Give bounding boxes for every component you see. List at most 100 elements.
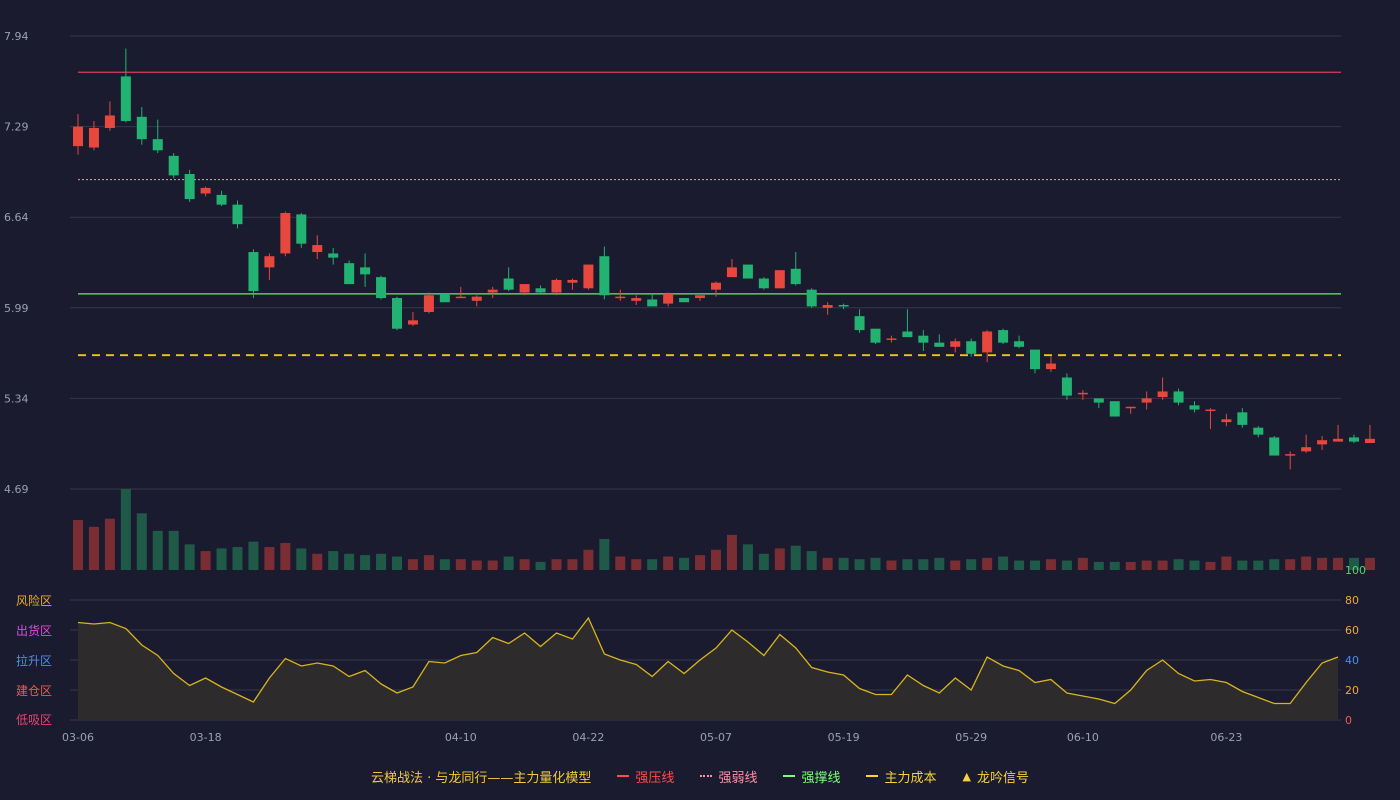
candle-body: [870, 328, 881, 343]
candle-body: [695, 295, 706, 299]
candle-body: [1093, 398, 1104, 403]
volume-bar: [376, 553, 387, 570]
date-tick-label: 06-23: [1210, 731, 1242, 744]
volume-bar: [1205, 561, 1216, 570]
legend-label: 强弱线: [718, 770, 758, 786]
candle-body: [1189, 405, 1200, 410]
candle: [216, 190, 227, 207]
candle-body: [1237, 412, 1248, 425]
price-tick-label: 5.34: [4, 392, 29, 405]
candle-body: [104, 115, 115, 128]
candle-body: [679, 298, 690, 303]
candle-body: [152, 139, 163, 151]
candle-body: [631, 298, 642, 301]
candle-body: [120, 76, 131, 122]
candle-body: [615, 296, 626, 299]
volume-bar: [487, 560, 498, 570]
candle-body: [854, 316, 865, 331]
volume-bar: [1333, 557, 1344, 570]
volume-bar: [631, 559, 642, 570]
candle: [487, 286, 498, 299]
volume-bar: [535, 561, 546, 570]
volume-bar: [344, 553, 355, 570]
volume-bar: [551, 559, 562, 570]
candle: [966, 338, 977, 357]
volume-bar: [1237, 560, 1248, 570]
candle: [519, 284, 530, 296]
candle: [806, 288, 817, 308]
volume-bar: [73, 520, 83, 570]
date-axis: 03-06 03-18 04-10 04-22 05-07 05-19 05-29 06-10…: [62, 731, 1242, 744]
candle: [711, 281, 721, 297]
candle: [742, 264, 753, 279]
candle-body: [1141, 398, 1152, 403]
zone-label: 风险区: [16, 593, 52, 608]
candle-body: [790, 268, 801, 285]
volume-bar: [1141, 560, 1152, 570]
candle: [1157, 377, 1168, 400]
chart-legend: 云梯战法 · 与龙同行——主力量化模型 强压线 强弱线 强撑线 主力成本 ▲ 龙…: [0, 764, 1400, 788]
volume-bar: [1349, 557, 1359, 570]
volume-bar: [934, 557, 945, 570]
volume-bar: [184, 544, 195, 570]
candle-body: [758, 278, 769, 289]
volume-bar: [998, 556, 1009, 570]
volume-bar: [663, 556, 674, 570]
candle: [296, 213, 307, 248]
volume-bar: [264, 547, 275, 570]
candle-body: [599, 256, 610, 296]
candle: [1364, 424, 1375, 444]
candle: [551, 278, 562, 296]
legend-item-strength: 强弱线: [700, 767, 757, 786]
volume-bar: [583, 549, 594, 570]
volume-bar: [982, 557, 993, 570]
candle-body: [583, 264, 594, 289]
legend-item-resistance: 强压线: [617, 767, 674, 786]
candle: [392, 296, 402, 331]
signal-tick-label: 20: [1345, 684, 1359, 697]
candle-body: [1045, 363, 1056, 370]
candle: [1061, 373, 1072, 400]
strength-swatch-icon: [700, 775, 713, 777]
candle: [136, 107, 147, 145]
candle-body: [1269, 437, 1280, 456]
volume-bar: [1045, 559, 1056, 570]
candle: [344, 260, 355, 285]
signal-line: [77, 616, 1339, 705]
legend-item-signal: ▲ 龙吟信号: [962, 767, 1028, 786]
zone-label: 建仓区: [16, 684, 52, 698]
volume-bar: [296, 548, 307, 570]
candle: [567, 278, 578, 290]
candle: [583, 264, 594, 290]
candle: [1285, 451, 1296, 470]
candle: [104, 101, 115, 131]
candle-body: [742, 264, 753, 279]
candle: [1030, 349, 1040, 374]
legend-label: 强撑线: [801, 770, 841, 786]
candle: [647, 293, 658, 307]
candle-body: [982, 331, 993, 353]
candle-body: [73, 126, 83, 147]
candle-body: [392, 298, 402, 329]
candle-body: [726, 267, 737, 278]
candle: [184, 169, 195, 202]
candlestick-chart: 7.94 7.29 6.64 5.99 5.34 4.69 100 80 60 40 20 0 风险区…: [4, 30, 1375, 744]
candle-body: [184, 173, 195, 200]
cost-swatch-icon: [866, 775, 879, 777]
volume-bars: [73, 489, 1375, 570]
candle: [615, 289, 626, 301]
price-axis: 7.94 7.29 6.64 5.99 5.34 4.69: [4, 30, 29, 496]
volume-bar: [567, 559, 578, 570]
date-tick-label: 04-10: [445, 731, 477, 744]
date-tick-label: 05-29: [955, 731, 987, 744]
volume-bar: [1173, 559, 1184, 570]
candle-body: [1317, 440, 1328, 445]
candle: [870, 328, 881, 345]
candle: [407, 311, 418, 326]
candle: [838, 303, 849, 310]
signal-tick-label: 0: [1345, 714, 1352, 727]
volume-bar: [711, 549, 721, 570]
support-swatch-icon: [783, 775, 796, 777]
candle: [1189, 401, 1200, 413]
